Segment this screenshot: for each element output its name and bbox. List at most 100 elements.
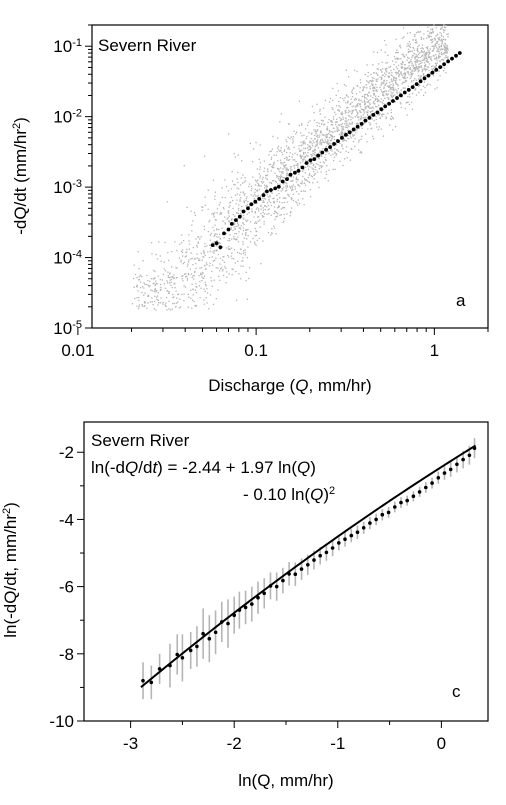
raw-point — [338, 129, 340, 132]
raw-point — [309, 189, 312, 191]
raw-point — [166, 309, 168, 311]
raw-point — [401, 61, 404, 63]
raw-point — [144, 305, 146, 307]
raw-point — [281, 188, 283, 190]
raw-point — [142, 260, 144, 262]
raw-point — [270, 204, 273, 207]
raw-point — [227, 190, 230, 192]
raw-point — [359, 110, 361, 112]
raw-point — [381, 74, 384, 76]
raw-point — [233, 223, 235, 225]
raw-point — [204, 264, 206, 267]
raw-point — [331, 121, 333, 123]
raw-point — [363, 110, 365, 112]
raw-point — [405, 67, 407, 69]
binned-point — [410, 85, 415, 89]
raw-point — [241, 260, 243, 262]
binned-point — [422, 76, 427, 81]
data-point — [268, 584, 273, 588]
raw-point — [240, 191, 242, 193]
raw-point — [289, 212, 292, 214]
raw-point — [302, 141, 304, 143]
raw-point — [386, 68, 388, 70]
raw-point — [345, 102, 347, 104]
raw-point — [425, 57, 427, 59]
raw-point — [434, 39, 436, 41]
raw-point — [138, 276, 140, 278]
raw-point — [395, 79, 397, 82]
raw-point — [430, 35, 432, 38]
binned-point — [246, 206, 250, 211]
raw-point — [388, 98, 390, 100]
raw-point — [255, 195, 257, 197]
raw-point — [331, 135, 333, 137]
raw-point — [247, 246, 249, 248]
raw-point — [287, 194, 290, 196]
data-point — [442, 471, 447, 475]
raw-point — [335, 154, 337, 157]
raw-point — [216, 212, 218, 214]
raw-point — [233, 235, 235, 238]
raw-point — [193, 212, 196, 214]
raw-point — [320, 165, 322, 167]
raw-point — [360, 118, 362, 121]
raw-point — [390, 91, 392, 93]
raw-point — [312, 182, 314, 184]
raw-point — [382, 113, 384, 115]
raw-point — [392, 118, 394, 120]
raw-point — [204, 243, 206, 245]
raw-point — [320, 130, 322, 132]
raw-point — [420, 77, 422, 79]
raw-point — [388, 90, 390, 92]
raw-point — [221, 270, 224, 272]
raw-point — [427, 61, 429, 63]
raw-point — [433, 47, 435, 49]
raw-point — [314, 173, 316, 175]
raw-point — [311, 145, 314, 147]
raw-point — [423, 62, 426, 64]
raw-point — [333, 156, 336, 158]
raw-point — [381, 81, 383, 84]
raw-point — [213, 279, 215, 281]
raw-point — [244, 249, 246, 251]
raw-point — [307, 152, 309, 154]
raw-point — [377, 99, 379, 101]
raw-point — [407, 51, 409, 54]
raw-point — [246, 298, 248, 300]
raw-point — [393, 64, 395, 66]
raw-point — [359, 87, 361, 89]
raw-point — [292, 140, 294, 142]
raw-point — [332, 153, 334, 155]
raw-point — [437, 79, 439, 81]
raw-point — [198, 275, 200, 277]
data-point — [399, 500, 403, 505]
raw-point — [355, 132, 357, 134]
x-tick-label: 1 — [430, 341, 439, 360]
raw-point — [166, 201, 169, 203]
raw-point — [427, 66, 429, 69]
raw-point — [251, 210, 253, 212]
raw-point — [402, 55, 405, 57]
raw-point — [183, 273, 186, 275]
raw-point — [444, 51, 446, 53]
raw-point — [314, 166, 317, 168]
raw-point — [383, 86, 385, 88]
raw-point — [359, 121, 361, 124]
raw-point — [262, 211, 264, 214]
raw-point — [309, 120, 311, 122]
raw-point — [280, 176, 282, 178]
raw-point — [412, 66, 414, 68]
raw-point — [138, 304, 141, 306]
raw-point — [439, 55, 441, 58]
raw-point — [263, 184, 266, 186]
raw-point — [240, 278, 242, 280]
raw-point — [263, 220, 265, 223]
raw-point — [347, 124, 349, 126]
raw-point — [316, 140, 318, 142]
raw-point — [321, 165, 324, 167]
raw-point — [224, 223, 226, 225]
raw-point — [243, 217, 245, 219]
raw-point — [347, 151, 350, 154]
raw-point — [168, 308, 170, 310]
raw-point — [367, 114, 369, 116]
